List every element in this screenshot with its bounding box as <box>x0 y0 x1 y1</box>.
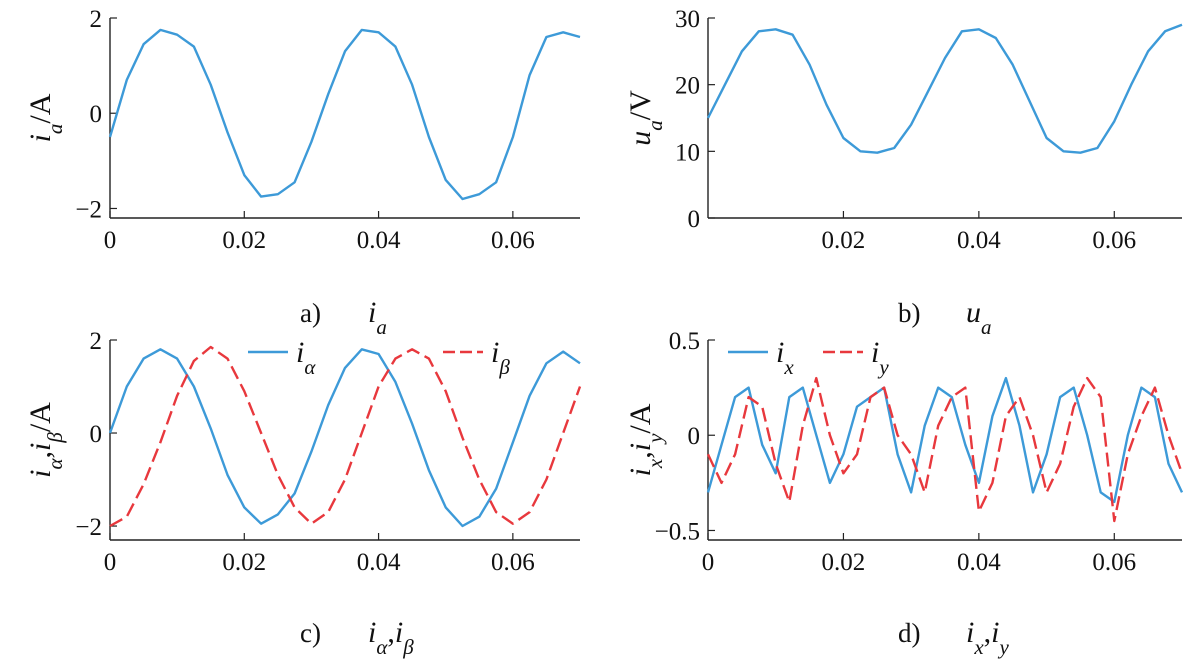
y-tick-label: 2 <box>90 328 103 355</box>
x-tick-label: 0.02 <box>822 227 866 254</box>
y-axis-label: ua/V <box>624 90 667 146</box>
panel-caption: a) ia <box>300 296 387 339</box>
svg-text:ua: ua <box>966 296 992 339</box>
x-tick-label: 0 <box>104 549 117 576</box>
series-line-2 <box>706 376 1184 523</box>
panel-caption: b) ua <box>898 296 992 339</box>
y-tick-label: 20 <box>675 73 700 100</box>
caption-letter: c) <box>300 618 321 648</box>
svg-text:ia: ia <box>368 296 387 339</box>
svg-text:ix,iy/A: ix,iy/A <box>624 403 667 476</box>
svg-text:ix,iy: ix,iy <box>966 616 1010 659</box>
caption-letter: d) <box>898 618 921 648</box>
y-tick-label: 0 <box>688 423 701 450</box>
y-tick-label: 0.5 <box>669 328 700 355</box>
y-tick-label: −0.5 <box>655 518 700 545</box>
caption-letter: a) <box>300 298 321 328</box>
x-tick-label: 0.02 <box>222 549 266 576</box>
legend-label: iy <box>871 336 889 379</box>
x-tick-label: 0.06 <box>491 549 535 576</box>
series-line-1 <box>706 23 1183 154</box>
y-tick-label: 10 <box>675 139 700 166</box>
caption-letter: b) <box>898 298 921 328</box>
y-tick-label: 0 <box>688 206 701 233</box>
y-axis-label: ia/A <box>24 93 67 142</box>
panel-caption: d) ix,iy <box>898 616 1010 659</box>
panel-caption: c) iα,iβ <box>300 616 414 659</box>
legend-label: iβ <box>491 336 510 379</box>
legend-label: iα <box>296 336 316 379</box>
x-tick-label: 0.06 <box>1092 227 1136 254</box>
svg-text:ua/V: ua/V <box>624 90 667 146</box>
legend-label: ix <box>776 336 794 379</box>
y-tick-label: −2 <box>75 514 102 541</box>
x-tick-label: 0.06 <box>1092 549 1136 576</box>
y-tick-label: 2 <box>90 6 103 33</box>
y-tick-label: 30 <box>675 6 700 33</box>
x-tick-label: 0.04 <box>957 549 1001 576</box>
y-tick-label: 0 <box>90 101 103 128</box>
x-tick-label: 0 <box>104 227 117 254</box>
y-tick-label: 0 <box>90 421 103 448</box>
y-axis-label: iα,iβ/A <box>24 402 67 478</box>
x-tick-label: 0.06 <box>491 227 535 254</box>
x-tick-label: 0 <box>702 549 715 576</box>
x-tick-label: 0.02 <box>822 549 866 576</box>
series-line-1 <box>108 348 581 528</box>
x-tick-label: 0.04 <box>357 549 401 576</box>
series-line-1 <box>706 376 1184 504</box>
svg-text:iα,iβ: iα,iβ <box>368 616 414 659</box>
x-tick-label: 0.04 <box>957 227 1001 254</box>
x-tick-label: 0.04 <box>357 227 401 254</box>
y-axis-label: ix,iy/A <box>624 403 667 476</box>
series-line-1 <box>108 28 581 201</box>
y-tick-label: −2 <box>75 196 102 223</box>
svg-text:ia/A: ia/A <box>24 93 67 142</box>
svg-text:iα,iβ/A: iα,iβ/A <box>24 402 67 478</box>
panel-b: 0.02 0.04 0.06 0 10 20 30 ua/V b) ua <box>624 6 1183 339</box>
x-tick-label: 0.02 <box>222 227 266 254</box>
